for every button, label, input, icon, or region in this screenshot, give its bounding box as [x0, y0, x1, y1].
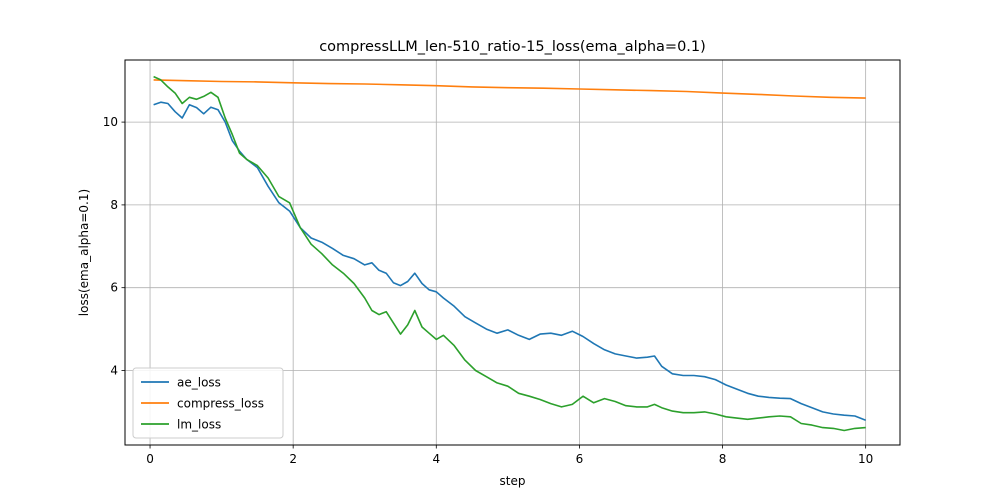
y-tick-label: 8 — [110, 198, 118, 212]
x-tick-label: 2 — [289, 452, 297, 466]
legend-label: lm_loss — [177, 418, 221, 432]
legend-box — [132, 367, 284, 439]
legend-label: compress_loss — [177, 397, 264, 411]
x-tick-label: 6 — [576, 452, 584, 466]
x-tick-label: 10 — [858, 452, 873, 466]
y-axis-label: loss(ema_alpha=0.1) — [77, 189, 91, 316]
y-tick-label: 10 — [103, 115, 118, 129]
plot-frame — [124, 59, 901, 446]
x-axis-label: step — [500, 474, 526, 488]
series-line-compress-loss — [153, 79, 866, 99]
series-line-lm-loss — [153, 75, 866, 432]
legend-label: ae_loss — [177, 376, 221, 390]
series-lines — [153, 75, 866, 432]
y-tick-label: 6 — [110, 281, 118, 295]
legend: ae_loss compress_loss lm_loss — [132, 367, 284, 439]
x-tick-label: 0 — [146, 452, 154, 466]
x-tick-label: 4 — [432, 452, 440, 466]
grid-lines — [125, 60, 900, 445]
x-tick-label: 8 — [719, 452, 727, 466]
y-tick-label: 4 — [110, 363, 118, 377]
chart-title: compressLLM_len-510_ratio-15_loss(ema_al… — [319, 39, 706, 55]
axis-ticks: 0 2 4 6 8 10 4 6 8 10 — [103, 115, 874, 466]
